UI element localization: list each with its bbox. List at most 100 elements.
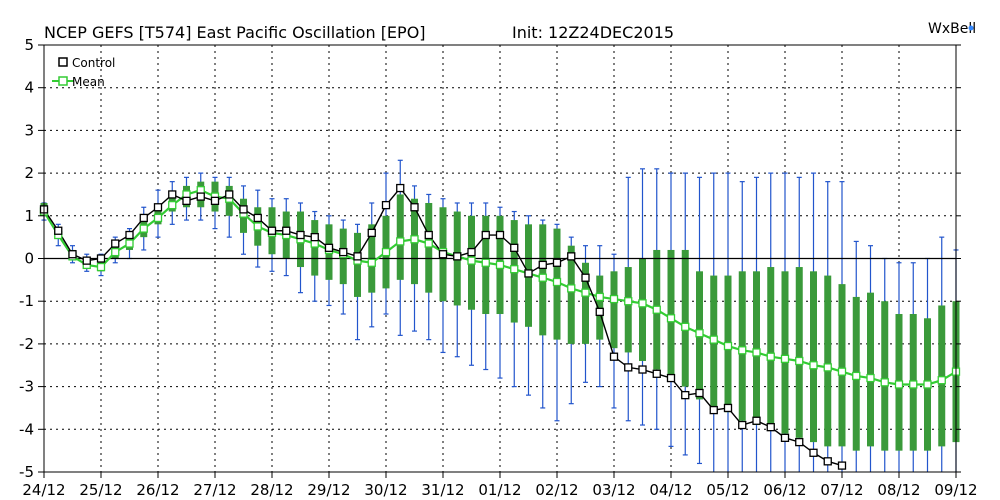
spread-bar — [938, 305, 946, 447]
point-mean — [253, 222, 262, 231]
point-control — [709, 405, 718, 415]
x-tick-label: 09/12 — [934, 481, 977, 499]
point-mean — [695, 329, 704, 338]
spread-bar — [667, 249, 675, 379]
point-mean — [624, 297, 633, 306]
y-tick-label: 0 — [24, 250, 34, 268]
y-tick-label: -3 — [19, 378, 34, 396]
point-control — [567, 252, 576, 261]
y-tick-label: 3 — [24, 121, 34, 139]
point-control — [681, 390, 690, 400]
point-control — [111, 239, 120, 248]
point-control — [595, 307, 604, 317]
point-mean — [823, 363, 832, 372]
x-tick-label: 25/12 — [79, 481, 122, 499]
point-control — [153, 203, 163, 212]
point-mean — [909, 380, 918, 389]
y-tick-label: -1 — [19, 292, 34, 310]
point-control — [339, 247, 348, 257]
point-control — [225, 190, 234, 199]
point-mean — [467, 256, 476, 265]
point-control — [738, 420, 747, 430]
point-mean — [780, 354, 790, 363]
spread-bar — [795, 267, 803, 438]
point-control — [795, 437, 804, 447]
point-control — [125, 230, 134, 240]
point-control — [82, 256, 91, 265]
legend-control-label: Control — [72, 56, 115, 70]
spread-bar — [881, 301, 889, 451]
point-control — [581, 273, 590, 282]
point-control — [253, 213, 262, 223]
x-tick-label: 06/12 — [763, 481, 806, 499]
point-mean — [168, 200, 177, 210]
y-tick-label: 5 — [24, 36, 34, 54]
point-control — [168, 190, 177, 199]
point-mean — [681, 322, 690, 331]
x-tick-label: 26/12 — [136, 481, 179, 499]
spread-bar — [681, 249, 689, 387]
point-control — [467, 247, 476, 257]
point-control — [695, 388, 704, 398]
point-mean — [738, 346, 747, 355]
x-tick-label: 03/12 — [592, 481, 635, 499]
point-control — [353, 252, 362, 261]
point-control — [54, 226, 63, 235]
point-control — [296, 230, 305, 240]
point-control — [424, 230, 433, 240]
point-control — [510, 243, 519, 252]
point-mean — [766, 352, 775, 361]
point-mean — [723, 341, 733, 351]
point-control — [396, 183, 405, 193]
point-mean — [424, 239, 433, 248]
spread-bar — [624, 267, 632, 353]
axes: -5 -4 -3 -2 -1 0 1 2 3 4 5 24/12 25/12 26/12 27/12 28/1… — [19, 36, 978, 499]
spread-bar — [767, 267, 775, 430]
point-control — [182, 196, 191, 206]
x-tick-label: 04/12 — [649, 481, 692, 499]
point-control — [310, 232, 319, 242]
point-control — [68, 250, 77, 259]
y-tick-label: 2 — [24, 164, 34, 182]
brand-dot-icon — [968, 25, 974, 31]
point-mean — [837, 367, 847, 376]
point-control — [538, 260, 547, 270]
point-mean — [609, 294, 619, 304]
point-control — [239, 205, 248, 214]
point-mean — [538, 273, 547, 282]
point-control — [624, 363, 633, 372]
point-mean — [396, 237, 405, 246]
point-mean — [495, 260, 505, 270]
spread-bar — [567, 245, 575, 344]
point-mean — [125, 239, 134, 248]
point-control — [652, 369, 661, 378]
spread-bar — [582, 262, 589, 344]
point-mean — [709, 335, 718, 344]
point-control — [210, 196, 220, 206]
point-mean — [510, 265, 519, 274]
legend-mean-marker — [58, 76, 68, 86]
x-tick-label: 30/12 — [364, 481, 407, 499]
point-mean — [367, 258, 376, 267]
point-mean — [866, 373, 875, 383]
point-mean — [652, 305, 661, 314]
y-tick-label: -5 — [19, 463, 34, 481]
spread-bar — [781, 271, 789, 434]
init-time: Init: 12Z24DEC2015 — [512, 23, 674, 42]
spread-bar — [824, 275, 832, 447]
point-control — [324, 243, 334, 252]
spread-bar — [738, 271, 746, 421]
point-control — [410, 203, 419, 212]
y-tick-label: -4 — [19, 420, 34, 438]
x-tick-label: 02/12 — [535, 481, 578, 499]
y-tick-label: 4 — [24, 79, 34, 97]
point-control — [809, 448, 818, 457]
point-mean — [96, 262, 106, 272]
point-mean — [481, 258, 490, 267]
spread-bar — [610, 271, 618, 349]
x-tick-label: 05/12 — [706, 481, 749, 499]
point-control — [481, 230, 490, 240]
spread-bar — [425, 202, 433, 293]
point-control — [666, 373, 676, 383]
